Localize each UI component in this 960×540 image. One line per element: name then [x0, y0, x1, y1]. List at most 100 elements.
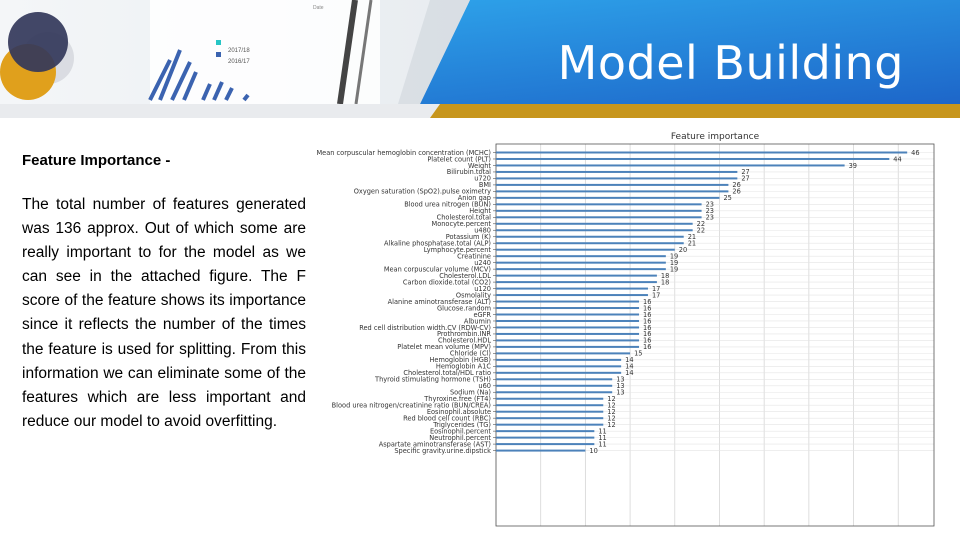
bar [496, 255, 666, 258]
y-tick-label: Cholesterol.total [437, 214, 492, 222]
value-label: 14 [625, 369, 633, 377]
bar [496, 352, 631, 355]
value-label: 13 [616, 389, 624, 397]
y-tick-label: Red blood cell count (RBC) [403, 414, 491, 422]
bar [496, 430, 595, 433]
bar [496, 216, 702, 219]
y-tick-label: Oxygen saturation (SpO2).pulse oximetry [354, 188, 491, 196]
y-tick-label: Lymphocyte.percent [424, 246, 492, 254]
y-tick-label: Platelet mean volume (MPV) [397, 343, 491, 351]
value-label: 17 [652, 285, 660, 293]
value-label: 11 [598, 434, 606, 442]
value-label: 12 [607, 408, 615, 416]
bar [496, 397, 604, 400]
value-label: 25 [723, 194, 731, 202]
y-tick-label: Hemoglobin (HGB) [429, 356, 491, 364]
value-label: 12 [607, 421, 615, 429]
bar [496, 307, 640, 310]
y-tick-label: Osmolality [456, 291, 491, 299]
gold-stripe [0, 104, 960, 118]
bar [496, 449, 586, 452]
y-tick-label: BMI [479, 181, 491, 189]
y-tick-label: eGFR [473, 311, 491, 319]
value-label: 10 [589, 447, 597, 455]
value-label: 22 [697, 227, 705, 235]
y-tick-label: Alanine aminotransferase (ALT) [388, 298, 491, 306]
bar [496, 345, 640, 348]
value-label: 23 [706, 214, 714, 222]
value-label: 26 [732, 181, 740, 189]
value-label: 16 [643, 311, 651, 319]
y-tick-label: Platelet count (PLT) [427, 155, 491, 163]
value-label: 44 [893, 155, 901, 163]
value-label: 20 [679, 246, 687, 254]
bar [496, 209, 702, 212]
bar [496, 268, 666, 271]
bar [496, 365, 622, 368]
y-tick-label: Albumin [464, 317, 491, 325]
y-tick-label: Hemoglobin A1C [436, 363, 492, 371]
y-tick-label: u480 [474, 227, 491, 235]
value-label: 22 [697, 220, 705, 228]
photo-label-2: 2016/17 [228, 59, 250, 65]
y-tick-label: Anion gap [458, 194, 491, 202]
plot-frame [495, 143, 935, 527]
y-tick-label: Specific gravity.urine.dipstick [394, 447, 491, 455]
bar [496, 170, 738, 173]
photo-label-1: 2017/18 [228, 48, 250, 54]
bar [496, 196, 720, 199]
bar [496, 417, 604, 420]
bar [496, 391, 613, 394]
bar [496, 222, 693, 225]
bar [496, 281, 657, 284]
value-label: 21 [688, 240, 696, 248]
bar [496, 371, 622, 374]
value-label: 13 [616, 376, 624, 384]
y-tick-label: u240 [474, 259, 491, 267]
y-tick-label: Triglycerides (TG) [432, 421, 491, 429]
value-label: 11 [598, 427, 606, 435]
bar [496, 287, 648, 290]
y-tick-label: Cholesterol.LDL [439, 272, 491, 280]
value-label: 16 [643, 304, 651, 312]
bar [496, 410, 604, 413]
y-tick-label: Red cell distribution width.CV (RDW-CV) [359, 324, 491, 332]
bar [496, 378, 613, 381]
bar [496, 242, 684, 245]
value-label: 18 [661, 278, 669, 286]
value-label: 14 [625, 363, 633, 371]
value-label: 16 [643, 330, 651, 338]
y-tick-label: u120 [474, 285, 491, 293]
y-tick-label: Neutrophil.percent [429, 434, 491, 442]
bar [496, 384, 613, 387]
decor-circle-navy [8, 12, 68, 72]
y-tick-label: Sodium (Na) [450, 389, 491, 397]
bar [496, 157, 890, 160]
chart-title: Feature importance [671, 132, 760, 142]
bar [496, 436, 595, 439]
tablet-photo [148, 0, 380, 104]
y-tick-label: Creatinine [457, 252, 491, 260]
bar [496, 183, 729, 186]
y-tick-label: Height [469, 207, 491, 215]
value-label: 27 [741, 175, 749, 183]
bar [496, 151, 908, 154]
bar [496, 294, 648, 297]
value-label: 17 [652, 291, 660, 299]
value-label: 16 [643, 317, 651, 325]
y-tick-label: Eosinophil.absolute [427, 408, 491, 416]
value-label: 14 [625, 356, 633, 364]
feature-importance-chart: Feature importance Mean corpuscular hemog… [316, 132, 935, 527]
value-label: 13 [616, 382, 624, 390]
y-tick-label: Thyroid stimulating hormone (TSH) [374, 376, 491, 384]
y-tick-label: Mean corpuscular volume (MCV) [384, 265, 491, 273]
value-label: 19 [670, 265, 678, 273]
value-label: 12 [607, 402, 615, 410]
value-label: 27 [741, 168, 749, 176]
body-paragraph: The total number of features generated w… [22, 196, 306, 430]
bar [496, 164, 845, 167]
y-tick-label: Alkaline phosphatase.total (ALP) [384, 240, 491, 248]
bar [496, 235, 684, 238]
bar [496, 274, 657, 277]
value-label: 26 [732, 188, 740, 196]
